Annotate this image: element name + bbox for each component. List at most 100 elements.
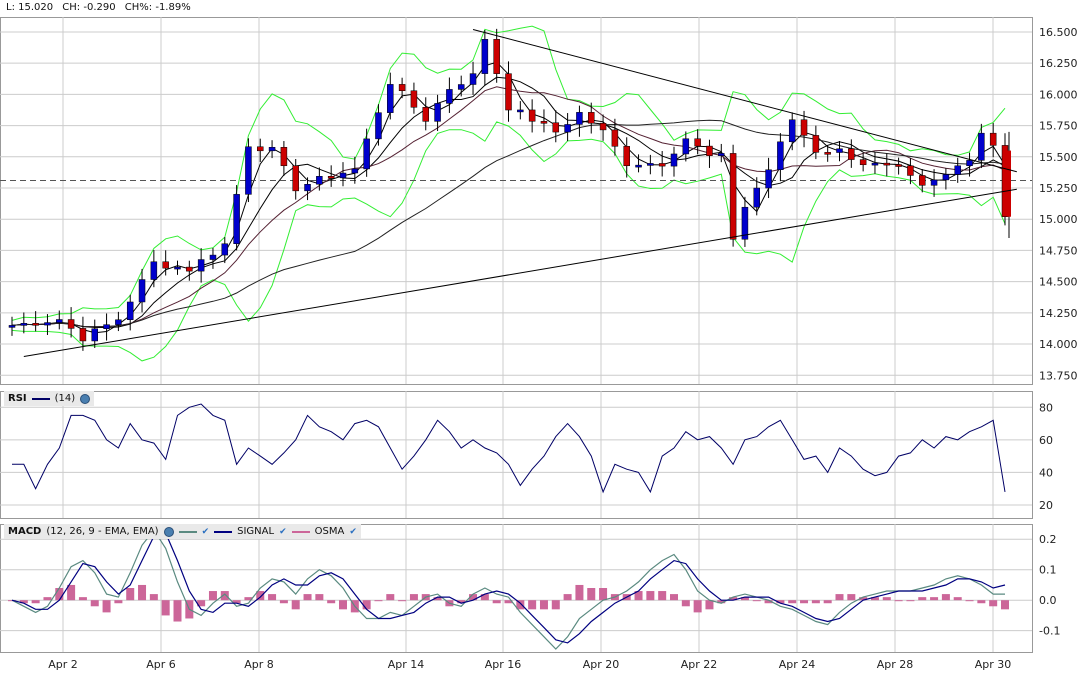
candle-body bbox=[8, 325, 16, 328]
check-icon[interactable]: ✔ bbox=[201, 526, 210, 537]
osma-bar bbox=[811, 600, 820, 604]
x-tick-label: Apr 22 bbox=[681, 658, 718, 671]
osma-bar bbox=[386, 594, 395, 601]
candle-body bbox=[741, 206, 749, 240]
y-tick-label: -0.1 bbox=[1039, 625, 1060, 638]
candle-body bbox=[375, 112, 382, 140]
y-tick-label: 14.250 bbox=[1039, 307, 1078, 320]
candle-body bbox=[564, 124, 571, 133]
candle-body bbox=[481, 39, 489, 74]
x-tick-label: Apr 8 bbox=[244, 658, 274, 671]
osma-bar bbox=[918, 597, 927, 601]
osma-bar bbox=[279, 600, 288, 604]
osma-bar bbox=[740, 597, 749, 601]
change-value: CH: -0.290 bbox=[62, 2, 116, 13]
osma-bar bbox=[102, 600, 111, 613]
globe-icon[interactable] bbox=[163, 526, 174, 537]
x-tick-label: Apr 2 bbox=[48, 658, 78, 671]
panel-frame bbox=[0, 391, 1033, 519]
candle-body bbox=[186, 266, 193, 272]
y-tick-label: 15.000 bbox=[1039, 213, 1078, 226]
osma-bar bbox=[539, 600, 548, 610]
macd-swatch bbox=[178, 530, 197, 533]
macd-panel bbox=[8, 529, 1009, 650]
macd-title: MACD bbox=[8, 526, 42, 537]
osma-bar bbox=[138, 584, 147, 601]
trendline-upper bbox=[472, 28, 1017, 173]
y-tick-label: 80 bbox=[1039, 401, 1053, 414]
y-tick-label: 14.500 bbox=[1039, 276, 1078, 289]
candle-body bbox=[647, 163, 654, 166]
candle-body bbox=[221, 243, 229, 256]
osma-bar bbox=[1001, 600, 1009, 610]
candle-body bbox=[777, 141, 784, 171]
candle-body bbox=[56, 319, 63, 323]
candle-body bbox=[150, 261, 158, 280]
y-tick-label: 16.500 bbox=[1039, 26, 1078, 39]
signal-swatch bbox=[214, 530, 233, 533]
y-tick-label: 60 bbox=[1039, 434, 1053, 447]
candle-body bbox=[339, 172, 347, 179]
osma-bar bbox=[764, 600, 773, 604]
candle-body bbox=[919, 175, 926, 186]
candle-body bbox=[836, 148, 843, 153]
last-price: L: 15.020 bbox=[6, 2, 54, 13]
candle-body bbox=[871, 162, 879, 166]
candle-body bbox=[91, 328, 98, 342]
osma-bar bbox=[681, 600, 690, 607]
candle-body bbox=[907, 165, 914, 176]
osma-bar bbox=[197, 600, 206, 607]
candle-body bbox=[505, 73, 512, 111]
osma-bar bbox=[303, 594, 312, 601]
rsi-swatch bbox=[31, 397, 50, 400]
osma-bar bbox=[232, 600, 241, 604]
candle-body bbox=[942, 174, 950, 181]
osma-bar bbox=[480, 594, 489, 601]
osma-bar bbox=[551, 600, 560, 610]
osma-bar bbox=[599, 588, 608, 601]
candle-body bbox=[469, 73, 477, 85]
bollinger-lower-band bbox=[11, 121, 1006, 362]
candle-body bbox=[304, 184, 311, 192]
rsi-panel bbox=[12, 403, 1006, 494]
x-tick-label: Apr 16 bbox=[485, 658, 522, 671]
y-tick-label: 0.2 bbox=[1039, 533, 1057, 546]
candle-body bbox=[209, 254, 217, 260]
check-icon[interactable]: ✔ bbox=[349, 526, 357, 537]
osma-bar bbox=[55, 588, 64, 601]
osma-bar bbox=[208, 591, 217, 601]
rsi-legend[interactable]: RSI (14) bbox=[4, 391, 95, 406]
osma-bar bbox=[126, 588, 135, 601]
candle-body bbox=[824, 152, 831, 155]
bollinger-upper-band bbox=[11, 25, 1006, 321]
x-tick-label: Apr 30 bbox=[975, 658, 1012, 671]
check-icon[interactable]: ✔ bbox=[279, 526, 287, 537]
candle-body bbox=[67, 319, 75, 329]
osma-bar bbox=[469, 594, 478, 601]
signal-label: SIGNAL bbox=[237, 526, 275, 537]
candle-body bbox=[528, 109, 536, 122]
y-tick-label: 20 bbox=[1039, 499, 1053, 512]
candle-body bbox=[682, 138, 690, 155]
candle-body bbox=[552, 122, 560, 133]
osma-bar bbox=[457, 600, 466, 604]
panel-frame bbox=[0, 524, 1033, 653]
osma-bar bbox=[516, 600, 525, 610]
osma-bar bbox=[870, 597, 879, 601]
osma-bar bbox=[31, 600, 40, 604]
candle-body bbox=[765, 169, 772, 189]
candle-body bbox=[103, 324, 110, 329]
candle-body bbox=[718, 153, 725, 156]
candle-body bbox=[268, 147, 276, 152]
globe-icon[interactable] bbox=[80, 393, 91, 404]
macd-legend[interactable]: MACD (12, 26, 9 - EMA, EMA) ✔ SIGNAL ✔ O… bbox=[4, 524, 361, 539]
candle-body bbox=[753, 187, 760, 208]
candle-body bbox=[611, 129, 619, 147]
osma-bar bbox=[705, 600, 714, 610]
rsi-line bbox=[12, 403, 1006, 494]
osma-bar bbox=[800, 600, 809, 604]
osma-bar bbox=[587, 588, 596, 601]
osma-bar bbox=[894, 600, 903, 602]
osma-bar bbox=[776, 600, 785, 604]
